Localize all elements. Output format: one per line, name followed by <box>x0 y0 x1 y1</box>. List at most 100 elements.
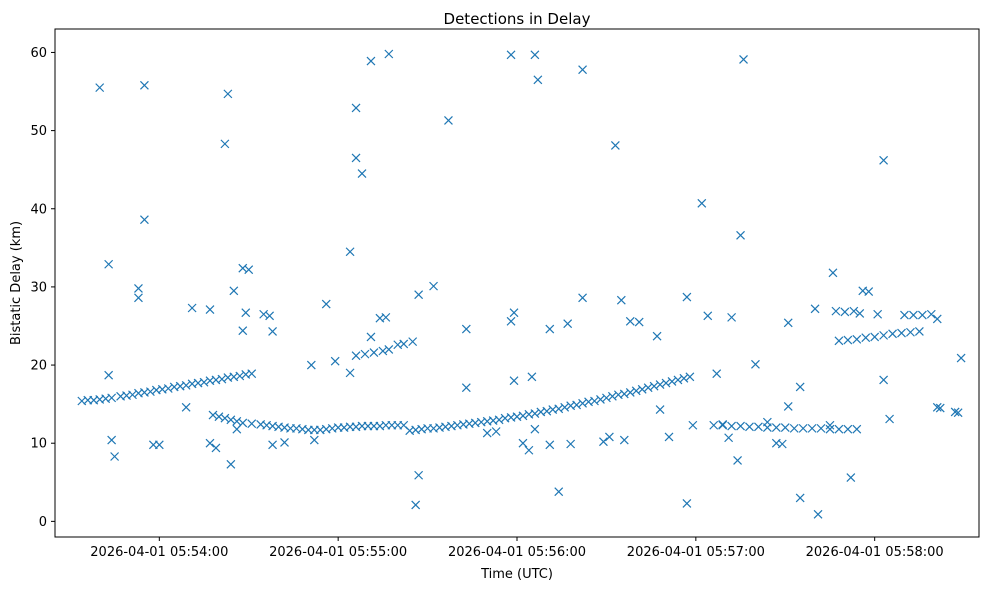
data-point <box>345 247 355 257</box>
data-point <box>953 408 963 418</box>
data-point <box>134 284 143 293</box>
data-point <box>789 423 799 433</box>
data-point <box>661 378 671 388</box>
data-point <box>205 438 215 448</box>
data-point <box>897 328 906 338</box>
data-point <box>810 304 820 314</box>
plot-area <box>54 28 980 538</box>
data-point <box>154 440 164 450</box>
data-point <box>795 493 805 503</box>
y-axis-ticks: 0 10 20 30 40 50 60 <box>30 46 55 530</box>
data-point <box>527 372 537 382</box>
data-point <box>950 407 960 417</box>
data-point <box>736 230 745 240</box>
data-point <box>852 424 862 434</box>
data-point <box>411 500 421 510</box>
data-point <box>610 141 620 150</box>
data-point <box>843 424 853 434</box>
data-point <box>110 452 120 461</box>
data-point <box>226 415 236 425</box>
data-point <box>357 169 367 179</box>
data-point <box>366 56 376 66</box>
data-point <box>688 420 698 430</box>
data-point <box>879 375 889 385</box>
data-point <box>265 311 275 321</box>
data-point <box>631 386 641 396</box>
data-point <box>268 440 278 450</box>
data-point <box>926 309 936 319</box>
y-tick-label: 50 <box>30 124 47 139</box>
data-point <box>825 420 835 430</box>
data-point <box>518 411 528 421</box>
data-point <box>414 470 424 480</box>
data-point <box>444 116 453 125</box>
data-point <box>643 383 653 393</box>
data-point <box>509 376 519 386</box>
data-point <box>783 402 793 411</box>
data-point <box>247 419 257 429</box>
data-point <box>244 265 254 275</box>
data-point <box>906 327 915 337</box>
data-point <box>247 369 257 379</box>
data-point <box>524 445 534 455</box>
data-point <box>703 311 713 321</box>
data-point <box>280 438 289 447</box>
data-point <box>506 316 516 326</box>
data-point <box>885 414 895 424</box>
data-point <box>655 405 665 415</box>
data-point <box>545 324 555 334</box>
data-point <box>235 371 245 381</box>
data-point <box>917 310 927 320</box>
data-point <box>530 50 540 60</box>
data-point <box>139 215 149 225</box>
data-point <box>846 473 856 483</box>
data-point <box>369 348 379 357</box>
data-point <box>783 318 793 328</box>
data-point <box>935 403 945 413</box>
data-point <box>607 391 617 401</box>
data-point <box>345 368 355 378</box>
data-point <box>491 427 501 436</box>
data-point <box>771 423 781 433</box>
data-point <box>238 326 248 336</box>
data-point <box>223 89 233 99</box>
data-point <box>619 435 629 445</box>
data-point <box>840 307 850 317</box>
data-point <box>220 139 230 149</box>
data-point <box>807 423 817 433</box>
data-point <box>745 422 754 432</box>
data-point <box>762 417 772 427</box>
data-point <box>601 393 611 403</box>
data-point <box>232 424 242 434</box>
data-point <box>798 423 808 433</box>
data-point <box>634 317 644 327</box>
data-point <box>408 337 418 347</box>
data-point <box>727 421 737 431</box>
data-point <box>679 373 689 383</box>
data-point <box>777 439 787 449</box>
data-point <box>238 263 248 273</box>
data-point <box>384 49 394 59</box>
y-tick-label: 40 <box>30 202 47 217</box>
y-tick-label: 20 <box>30 359 47 374</box>
x-tick-label: 2026-04-01 05:56:00 <box>448 545 586 560</box>
data-point <box>306 360 316 370</box>
data-point <box>834 336 844 346</box>
data-point <box>381 312 391 322</box>
data-point <box>360 349 370 359</box>
data-point <box>542 406 552 416</box>
data-point <box>104 259 114 269</box>
data-point <box>384 345 394 354</box>
data-point <box>414 290 424 300</box>
data-point <box>596 395 605 404</box>
data-point <box>956 353 966 363</box>
data-point <box>861 333 871 343</box>
data-point <box>530 409 540 418</box>
data-point <box>718 420 728 429</box>
data-point <box>351 351 361 361</box>
data-point <box>625 387 635 397</box>
x-axis-title: Time (UTC) <box>480 567 553 582</box>
data-point <box>134 293 143 303</box>
data-point <box>754 422 763 432</box>
data-point <box>813 509 823 519</box>
